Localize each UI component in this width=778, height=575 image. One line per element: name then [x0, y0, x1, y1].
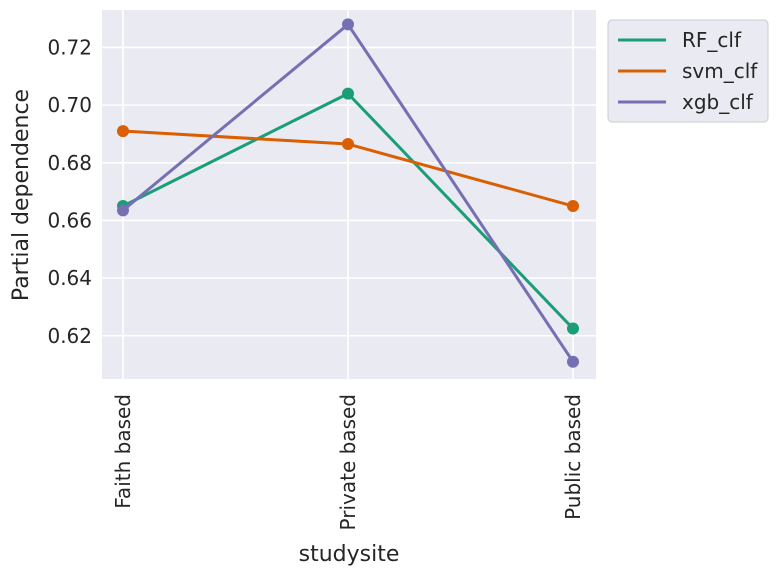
- series-xgb_clf: [117, 18, 579, 368]
- series-svm_clf: [117, 125, 579, 213]
- x-tick-label: Faith based: [111, 394, 135, 509]
- y-tick-label: 0.62: [47, 324, 92, 348]
- x-axis-title: studysite: [299, 542, 400, 567]
- data-point: [342, 18, 354, 31]
- y-axis-title: Partial dependence: [9, 89, 34, 301]
- legend-item: xgb_clf: [618, 90, 754, 114]
- legend-label: svm_clf: [682, 59, 758, 83]
- data-point: [567, 355, 579, 368]
- data-point: [117, 125, 129, 138]
- x-tick-label: Private based: [336, 394, 360, 530]
- grid-lines: [102, 10, 596, 379]
- legend-item: RF_clf: [618, 28, 742, 52]
- legend-box: [607, 19, 769, 123]
- x-tick-labels: Faith based Private based Public based: [111, 394, 585, 530]
- y-tick-label: 0.64: [47, 266, 92, 290]
- data-point: [567, 200, 579, 213]
- legend-item: svm_clf: [618, 59, 758, 83]
- y-tick-label: 0.70: [47, 93, 92, 117]
- plot-background: [102, 10, 596, 379]
- data-point: [342, 138, 354, 151]
- y-tick-label: 0.66: [47, 208, 92, 232]
- legend-label: xgb_clf: [682, 90, 754, 114]
- data-point: [117, 204, 129, 217]
- x-tick-label: Public based: [561, 394, 585, 520]
- y-tick-label: 0.72: [47, 35, 92, 59]
- series-lines: [117, 18, 579, 368]
- y-tick-label: 0.68: [47, 151, 92, 175]
- y-tick-labels: 0.62 0.64 0.66 0.68 0.70 0.72: [47, 35, 92, 347]
- data-point: [567, 322, 579, 335]
- legend: RF_clf svm_clf xgb_clf: [607, 19, 769, 123]
- data-point: [342, 87, 354, 100]
- legend-label: RF_clf: [682, 28, 742, 52]
